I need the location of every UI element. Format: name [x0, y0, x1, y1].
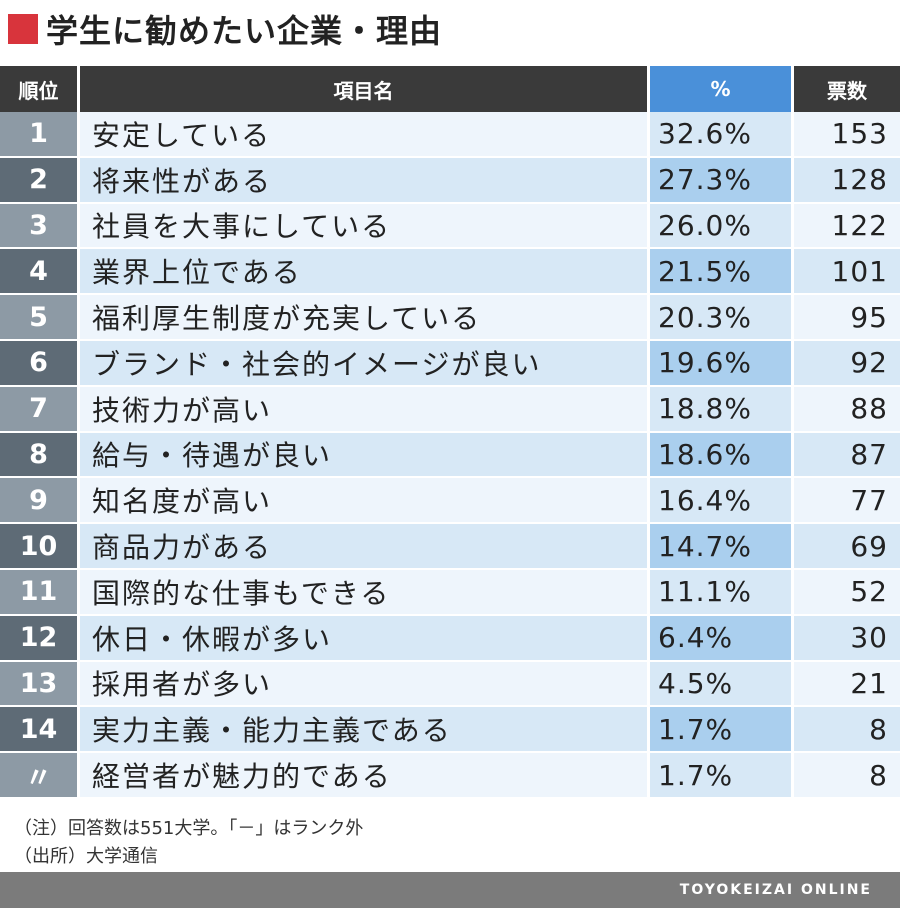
votes-cell: 128 [794, 157, 900, 204]
percent-cell: 1.7% [650, 753, 794, 799]
item-cell: ブランド・社会的イメージが良い [80, 340, 650, 387]
votes-cell: 8 [794, 753, 900, 799]
table-row: 3 社員を大事にしている 26.0% 122 [0, 203, 900, 250]
votes-cell: 87 [794, 432, 900, 479]
table-row: 11 国際的な仕事もできる 11.1% 52 [0, 569, 900, 616]
votes-cell: 95 [794, 295, 900, 341]
rank-cell: 9 [0, 478, 80, 525]
votes-cell: 30 [794, 615, 900, 662]
rank-cell: 12 [0, 615, 80, 662]
percent-cell: 14.7% [650, 524, 794, 570]
table-row: 13 採用者が多い 4.5% 21 [0, 661, 900, 708]
table-row: 〃経営者が魅力的である 1.7% 8 [0, 753, 900, 799]
votes-cell: 88 [794, 386, 900, 433]
percent-cell: 21.5% [650, 249, 794, 296]
item-cell: 給与・待遇が良い [80, 432, 650, 479]
votes-cell: 77 [794, 478, 900, 525]
item-cell: 実力主義・能力主義である [80, 707, 650, 754]
rank-cell: 6 [0, 340, 80, 387]
votes-cell: 52 [794, 569, 900, 616]
percent-cell: 26.0% [650, 203, 794, 250]
item-cell: 安定している [80, 112, 650, 158]
percent-cell: 32.6% [650, 112, 794, 158]
header-item: 項目名 [80, 66, 650, 112]
table-body: 1 安定している 32.6% 153 2 将来性がある 27.3% 128 3 社員を大事にしてい… [0, 112, 900, 799]
rank-cell: 13 [0, 661, 80, 708]
item-cell: 商品力がある [80, 524, 650, 570]
votes-cell: 122 [794, 203, 900, 250]
item-cell: 知名度が高い [80, 478, 650, 525]
rank-cell: 7 [0, 386, 80, 433]
rank-cell: 2 [0, 157, 80, 204]
percent-cell: 4.5% [650, 661, 794, 708]
rank-cell: 4 [0, 249, 80, 296]
percent-cell: 6.4% [650, 615, 794, 662]
rank-cell: 10 [0, 524, 80, 570]
percent-cell: 19.6% [650, 340, 794, 387]
votes-cell: 92 [794, 340, 900, 387]
votes-cell: 8 [794, 707, 900, 754]
table-row: 9 知名度が高い 16.4% 77 [0, 478, 900, 525]
item-cell: 経営者が魅力的である [80, 753, 650, 799]
page-title: 学生に勧めたい企業・理由 [46, 12, 443, 50]
footer-brand: TOYOKEIZAI ONLINE [679, 882, 872, 898]
header-percent: % [650, 66, 794, 112]
votes-cell: 101 [794, 249, 900, 296]
percent-cell: 18.8% [650, 386, 794, 433]
rank-cell: 1 [0, 112, 80, 158]
header-rank: 順位 [0, 66, 80, 112]
table-row: 14 実力主義・能力主義である 1.7% 8 [0, 707, 900, 754]
votes-cell: 21 [794, 661, 900, 708]
rank-cell: 11 [0, 569, 80, 616]
item-cell: 技術力が高い [80, 386, 650, 433]
rank-cell: 3 [0, 203, 80, 250]
table-row: 6 ブランド・社会的イメージが良い 19.6% 92 [0, 340, 900, 387]
percent-cell: 1.7% [650, 707, 794, 754]
table-row: 10 商品力がある 14.7% 69 [0, 524, 900, 570]
note-response-count: （注）回答数は551大学。「－」はランク外 [14, 818, 364, 839]
rank-cell: 〃 [0, 753, 80, 799]
rank-cell: 8 [0, 432, 80, 479]
percent-cell: 20.3% [650, 295, 794, 341]
table-header-row: 順位 項目名 % 票数 [0, 66, 900, 112]
votes-cell: 153 [794, 112, 900, 158]
table-row: 5 福利厚生制度が充実している 20.3% 95 [0, 295, 900, 341]
percent-cell: 16.4% [650, 478, 794, 525]
item-cell: 国際的な仕事もできる [80, 569, 650, 616]
rank-cell: 5 [0, 295, 80, 341]
note-source: （出所）大学通信 [14, 846, 158, 867]
table-row: 4 業界上位である 21.5% 101 [0, 249, 900, 296]
title-marker-square [8, 14, 38, 44]
footer-bar: TOYOKEIZAI ONLINE [0, 872, 900, 908]
percent-cell: 27.3% [650, 157, 794, 204]
header-votes: 票数 [794, 66, 900, 112]
title-bar: 学生に勧めたい企業・理由 [8, 6, 442, 52]
table-row: 2 将来性がある 27.3% 128 [0, 157, 900, 204]
table-row: 7 技術力が高い 18.8% 88 [0, 386, 900, 433]
item-cell: 将来性がある [80, 157, 650, 204]
percent-cell: 18.6% [650, 432, 794, 479]
ranking-table: 順位 項目名 % 票数 1 安定している 32.6% 153 2 将来性がある 27.3% 1… [0, 66, 900, 799]
item-cell: 採用者が多い [80, 661, 650, 708]
item-cell: 休日・休暇が多い [80, 615, 650, 662]
item-cell: 福利厚生制度が充実している [80, 295, 650, 341]
table-row: 1 安定している 32.6% 153 [0, 112, 900, 158]
table-row: 12 休日・休暇が多い 6.4% 30 [0, 615, 900, 662]
rank-cell: 14 [0, 707, 80, 754]
percent-cell: 11.1% [650, 569, 794, 616]
item-cell: 業界上位である [80, 249, 650, 296]
votes-cell: 69 [794, 524, 900, 570]
table-row: 8 給与・待遇が良い 18.6% 87 [0, 432, 900, 479]
item-cell: 社員を大事にしている [80, 203, 650, 250]
